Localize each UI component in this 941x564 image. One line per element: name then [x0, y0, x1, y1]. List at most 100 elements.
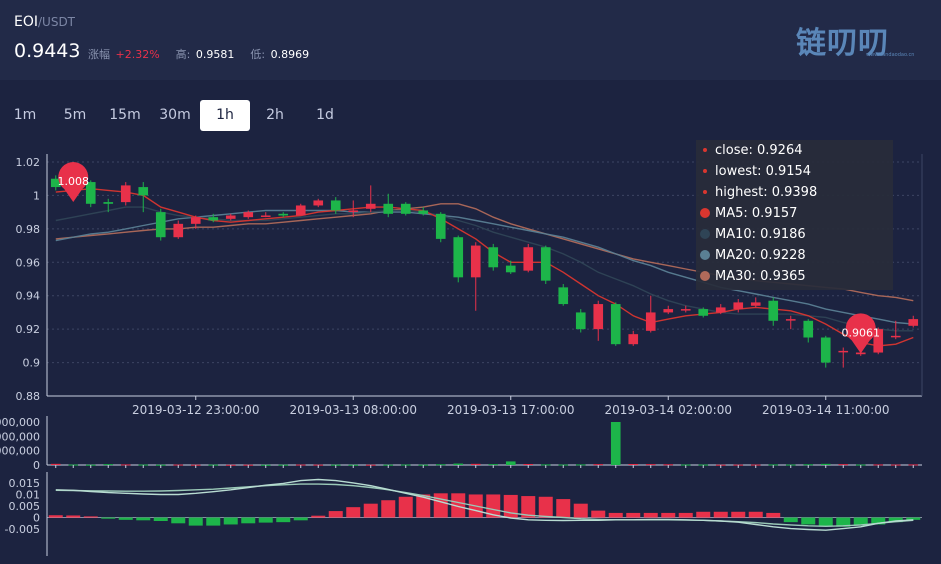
candle-body	[558, 287, 569, 305]
last-price: 0.9443	[14, 40, 81, 62]
candle-body	[645, 312, 656, 331]
candle-body	[523, 247, 534, 271]
macd-histogram-bar	[871, 517, 886, 525]
volume-axis-tick: 0	[33, 459, 40, 472]
time-axis-tick: 2019-03-13 17:00:00	[447, 403, 574, 417]
macd-histogram-bar	[363, 503, 378, 518]
macd-axis-tick: 0.01	[16, 488, 41, 501]
macd-histogram-bar	[66, 515, 81, 518]
min-price-label: 0.9061	[842, 326, 881, 339]
candle-body	[190, 217, 201, 224]
candle-body	[225, 215, 236, 219]
volume-bar	[873, 464, 884, 466]
volume-bar	[453, 463, 464, 465]
macd-histogram-bar	[801, 517, 816, 525]
macd-histogram-bar	[451, 493, 466, 518]
tab-15m[interactable]: 15m	[109, 107, 141, 123]
macd-histogram-bar	[83, 516, 98, 518]
candle-body	[435, 213, 446, 239]
candle-body	[330, 200, 341, 211]
candle-body	[733, 302, 744, 310]
volume-bar	[803, 464, 814, 466]
candle-body	[488, 247, 499, 268]
candle-body	[680, 309, 691, 311]
pair-quote: /USDT	[38, 15, 76, 29]
candle-body	[260, 215, 271, 217]
macd-histogram-bar	[206, 517, 221, 526]
time-axis-tick: 2019-03-14 11:00:00	[762, 403, 889, 417]
price-axis-tick: 0.94	[16, 290, 41, 303]
low-label: 低:	[250, 48, 266, 61]
macd-histogram-bar	[678, 512, 693, 518]
candle-body	[540, 247, 551, 281]
candle-body	[768, 300, 779, 321]
macd-histogram-bar	[731, 511, 746, 518]
macd-histogram-bar	[661, 512, 676, 518]
macd-histogram-bar	[643, 512, 658, 518]
time-axis-tick: 2019-03-12 23:00:00	[132, 403, 259, 417]
candle-body	[855, 352, 866, 355]
macd-histogram-bar	[223, 517, 238, 525]
candle-body	[365, 203, 376, 209]
volume-bar	[645, 464, 656, 466]
macd-histogram-bar	[836, 517, 851, 527]
macd-histogram-bar	[766, 512, 781, 518]
candle-body	[610, 304, 621, 345]
tab-1d[interactable]: 1d	[316, 107, 334, 123]
macd-histogram-bar	[748, 511, 763, 518]
macd-histogram-bar	[906, 517, 921, 520]
tab-1m[interactable]: 1m	[13, 107, 37, 123]
candle-body	[890, 335, 901, 338]
candle-body	[243, 212, 254, 218]
price-axis-tick: 0.92	[16, 323, 41, 336]
brand-logo: 链叨叨	[796, 26, 889, 61]
candle-body	[400, 203, 411, 214]
volume-bar	[820, 463, 831, 465]
tab-2h[interactable]: 2h	[266, 107, 284, 123]
candle-body	[820, 337, 831, 363]
macd-histogram-bar	[486, 494, 501, 518]
volume-bar	[523, 463, 534, 465]
volume-bar	[505, 461, 516, 465]
macd-histogram-bar	[713, 511, 728, 518]
volume-bar	[610, 422, 621, 465]
macd-histogram-bar	[48, 515, 63, 518]
macd-axis-tick: 0.015	[9, 477, 41, 490]
macd-histogram-bar	[521, 496, 536, 518]
macd-histogram-bar	[346, 507, 361, 518]
macd-histogram-bar	[696, 511, 711, 518]
macd-axis-tick: -0.005	[5, 523, 40, 536]
macd-histogram-bar	[433, 493, 448, 518]
macd-histogram-bar	[888, 517, 903, 523]
macd-histogram-bar	[381, 500, 396, 518]
volume-bar	[663, 464, 674, 466]
candle-body	[453, 237, 464, 278]
ticker-header: EOI/USDT 0.9443 涨幅 +2.32% 高: 0.9581 低: 0…	[0, 0, 941, 80]
candle-body	[295, 205, 306, 216]
macd-histogram-bar	[153, 517, 168, 521]
candle-body	[103, 202, 114, 204]
volume-bar	[435, 464, 446, 466]
candle-body	[120, 185, 131, 203]
price-axis-tick: 0.98	[16, 223, 41, 236]
tab-30m[interactable]: 30m	[159, 107, 191, 123]
high-label: 高:	[175, 48, 191, 61]
price-axis-tick: 0.9	[23, 357, 41, 370]
candle-body	[348, 210, 359, 212]
price-axis-tick: 0.96	[16, 256, 41, 269]
volume-bar	[838, 464, 849, 466]
tab-1h[interactable]: 1h	[200, 100, 250, 131]
tab-5m[interactable]: 5m	[63, 107, 87, 123]
macd-histogram-bar	[608, 512, 623, 518]
candle-body	[50, 178, 61, 188]
candle-body	[593, 304, 604, 330]
macd-histogram-bar	[783, 517, 798, 523]
volume-axis-tick: 2,000,000	[0, 430, 40, 443]
high-value: 0.9581	[195, 48, 235, 61]
change-label: 涨幅	[88, 48, 110, 61]
macd-macd-line	[55, 478, 914, 531]
volume-bar	[103, 464, 114, 466]
macd-histogram-bar	[853, 517, 868, 526]
candle-body	[208, 217, 219, 221]
